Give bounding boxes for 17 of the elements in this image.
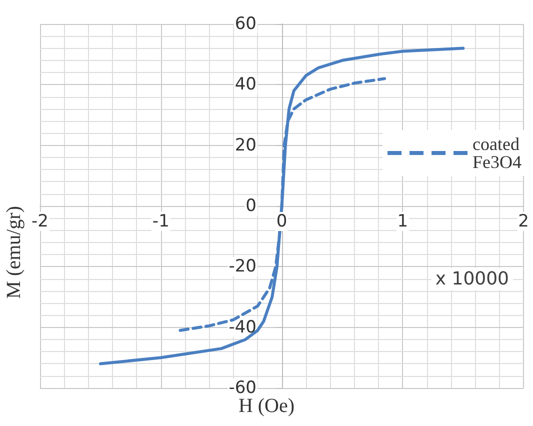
y-tick-label: 0: [246, 196, 256, 216]
x-axis-title: H (Oe): [238, 395, 295, 417]
x-tick-label: -1: [152, 212, 170, 232]
x-tick-label: 0: [276, 212, 288, 232]
annotation: x 10000: [435, 268, 510, 290]
y-tick-label: -20: [228, 256, 256, 277]
x-tick-label: 2: [518, 212, 530, 232]
y-tick-label: 20: [234, 135, 256, 156]
line-series: [178, 77, 386, 332]
legend-label: coated Fe3O4: [472, 134, 524, 172]
y-tick-label: -40: [228, 317, 256, 338]
y-tick-label: 60: [234, 14, 256, 34]
y-tick-label: 40: [234, 74, 256, 95]
x-tick-label: -2: [32, 212, 48, 232]
y-axis-title: M (emu/gr): [3, 206, 25, 299]
x-tick-label: 1: [397, 212, 408, 232]
y-tick-label: -60: [228, 378, 256, 398]
